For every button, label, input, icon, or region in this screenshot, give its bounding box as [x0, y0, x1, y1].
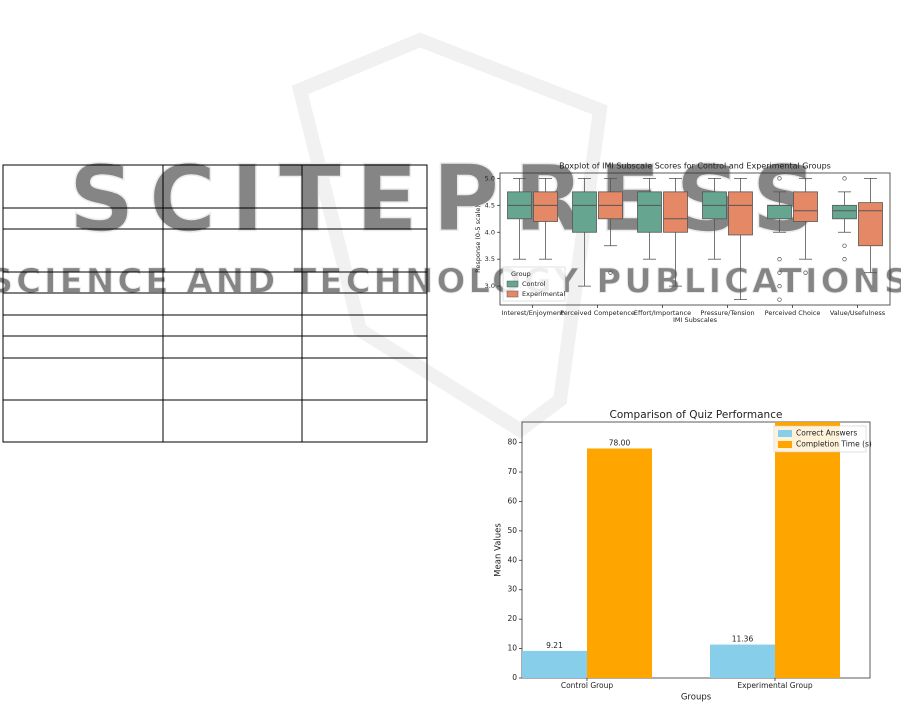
flier [777, 283, 782, 289]
x-tick-label: Experimental Group [737, 681, 812, 690]
legend-label: Experimental [522, 290, 566, 298]
box [767, 204, 792, 220]
flier [842, 257, 847, 262]
y-axis-label: Mean Values [494, 523, 504, 577]
flier [803, 270, 808, 275]
watermark: SCITEPRESS SCIENCE AND TECHNOLOGY PUBLIC… [0, 32, 901, 439]
box [572, 191, 597, 233]
x-tick-label: Effort/Importance [634, 309, 691, 317]
box [663, 191, 688, 233]
bar [522, 650, 587, 678]
flier [777, 257, 782, 262]
plot-area [521, 421, 871, 679]
y-tick-label: 40 [507, 555, 517, 564]
x-tick-label: Interest/Enjoyment [501, 309, 564, 317]
y-tick-label: 3.0 [485, 282, 495, 290]
y-tick-label: 4.0 [485, 228, 495, 236]
table [2, 164, 428, 443]
y-tick-label: 70 [507, 467, 517, 476]
y-tick-label: 0 [512, 673, 517, 682]
bar [775, 422, 840, 678]
legend-title: Group [511, 270, 531, 278]
y-tick-label: 30 [507, 585, 517, 594]
value-label: 11.36 [732, 635, 754, 644]
x-tick-label: Value/Usefulness [830, 309, 886, 317]
bars [522, 422, 840, 678]
box [793, 191, 818, 222]
x-tick-label: Perceived Competence [560, 309, 635, 317]
value-label: 9.21 [546, 641, 563, 650]
y-tick-label: 20 [507, 614, 517, 623]
flier [777, 297, 782, 302]
watermark-logo [291, 32, 608, 439]
x-tick-label: Perceived Choice [765, 309, 821, 317]
legend-label: Correct Answers [796, 429, 857, 438]
legend-swatch [778, 441, 792, 448]
chart-title: Boxplot of IMI Subscale Scores for Contr… [559, 162, 831, 171]
chart-title: Comparison of Quiz Performance [610, 409, 783, 421]
flier [842, 243, 847, 248]
y-tick-label: 3.5 [485, 255, 495, 263]
y-tick-label: 4.5 [485, 201, 495, 209]
box [858, 202, 883, 247]
legend-swatch [778, 430, 792, 437]
x-axis-label: IMI Subscales [673, 316, 718, 324]
plot-area [499, 172, 891, 306]
bar [710, 644, 775, 678]
legend-swatch [506, 280, 519, 288]
flier [777, 176, 782, 181]
y-tick-label: 5.0 [485, 174, 495, 182]
value-label: 78.00 [609, 438, 631, 447]
y-axis-label: Response (0-5 scale) [474, 205, 482, 273]
box [533, 191, 558, 222]
table-border [2, 164, 428, 443]
box [728, 191, 753, 236]
flier [777, 270, 782, 275]
flier [842, 176, 847, 181]
legend-label: Control [522, 280, 546, 288]
x-tick-label: Pressure/Tension [700, 309, 754, 317]
bar [587, 448, 652, 678]
legend-label: Completion Time (s) [796, 440, 872, 449]
x-tick-label: Control Group [561, 681, 614, 690]
flier [608, 270, 613, 275]
legend-swatch [506, 290, 519, 298]
box [832, 204, 857, 220]
y-tick-label: 50 [507, 526, 517, 535]
y-tick-label: 80 [507, 438, 517, 447]
box [637, 191, 662, 233]
watermark-subtitle: SCIENCE AND TECHNOLOGY PUBLICATIONS [0, 262, 901, 302]
y-tick-label: 60 [507, 496, 517, 505]
x-axis-label: Groups [681, 693, 712, 703]
watermark-title: SCITEPRESS [68, 145, 831, 252]
y-tick-label: 10 [507, 644, 517, 653]
